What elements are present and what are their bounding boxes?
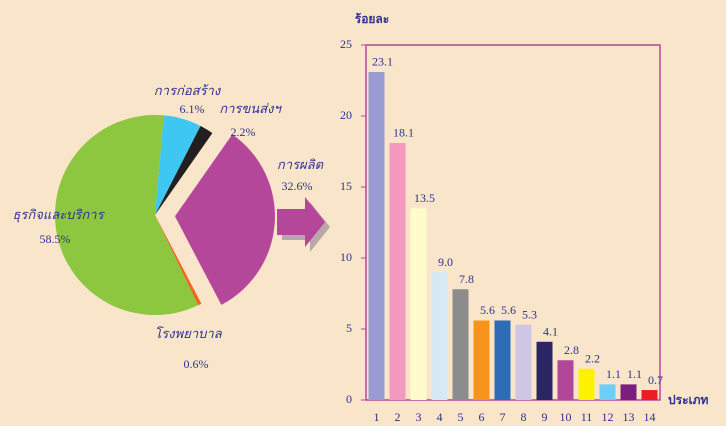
- bar: [494, 320, 511, 400]
- bar: [536, 341, 553, 400]
- pie-slice: [155, 125, 213, 215]
- bar: [410, 208, 427, 400]
- value-label: 5.6: [501, 303, 516, 317]
- bar: [620, 384, 637, 400]
- slice-value: 32.6%: [282, 179, 313, 193]
- bar: [452, 289, 469, 400]
- pie-slice: [174, 134, 275, 305]
- slice-value: 58.5%: [40, 232, 71, 246]
- slice-value: 0.6%: [184, 357, 209, 371]
- x-tick-label: 5: [458, 410, 464, 424]
- y-tick-label: 5: [346, 321, 352, 335]
- value-label: 5.6: [480, 303, 495, 317]
- y-tick-label: 10: [340, 250, 352, 264]
- pie-slice: [155, 115, 201, 215]
- pie-slice: [55, 115, 199, 316]
- bar: [578, 368, 595, 400]
- bar: [368, 71, 385, 400]
- x-tick-label: 1: [374, 410, 380, 424]
- x-tick-label: 6: [479, 410, 485, 424]
- plot-frame: [365, 44, 661, 401]
- value-label: 2.8: [564, 343, 579, 357]
- bar: [389, 142, 406, 401]
- x-tick-label: 2: [395, 410, 401, 424]
- slice-label: การก่อสร้าง: [154, 83, 222, 98]
- y-tick-label: 25: [340, 37, 352, 51]
- value-label: 9.0: [438, 255, 453, 269]
- value-label: 0.7: [648, 373, 663, 387]
- value-label: 18.1: [393, 126, 414, 140]
- x-tick-label: 14: [644, 410, 656, 424]
- x-tick-label: 8: [521, 410, 527, 424]
- y-axis-label: ร้อยละ: [355, 12, 389, 26]
- x-tick-label: 3: [416, 410, 422, 424]
- x-axis-label: ประเภท: [668, 393, 709, 407]
- x-tick-label: 13: [623, 410, 635, 424]
- x-tick-label: 9: [542, 410, 548, 424]
- slice-label: ธุรกิจและบริการ: [12, 207, 105, 223]
- bar: [473, 320, 490, 400]
- x-tick-label: 12: [602, 410, 614, 424]
- value-label: 5.3: [522, 307, 537, 321]
- x-tick-label: 10: [560, 410, 572, 424]
- pie-slice: [155, 215, 202, 306]
- y-tick-label: 20: [340, 108, 352, 122]
- y-tick-label: 0: [346, 392, 352, 406]
- bar: [557, 360, 574, 400]
- arrow: [277, 197, 330, 252]
- value-label: 13.5: [414, 191, 435, 205]
- slice-value: 6.1%: [180, 102, 205, 116]
- value-label: 4.1: [543, 325, 558, 339]
- x-tick-label: 11: [581, 410, 593, 424]
- value-label: 1.1: [627, 367, 642, 381]
- x-tick-label: 7: [500, 410, 506, 424]
- value-label: 2.2: [585, 352, 600, 366]
- y-tick-label: 15: [340, 179, 352, 193]
- value-label: 23.1: [372, 55, 393, 69]
- bar: [515, 324, 532, 400]
- value-label: 7.8: [459, 272, 474, 286]
- slice-label: การขนส่งฯ: [219, 101, 282, 116]
- bar: [431, 272, 448, 400]
- slice-label: การผลิต: [277, 157, 324, 172]
- slice-value: 2.2%: [231, 125, 256, 139]
- bar: [599, 384, 616, 400]
- x-tick-label: 4: [437, 410, 443, 424]
- value-label: 1.1: [606, 367, 621, 381]
- slice-label: โรงพยาบาล: [154, 326, 222, 341]
- bar: [641, 390, 658, 400]
